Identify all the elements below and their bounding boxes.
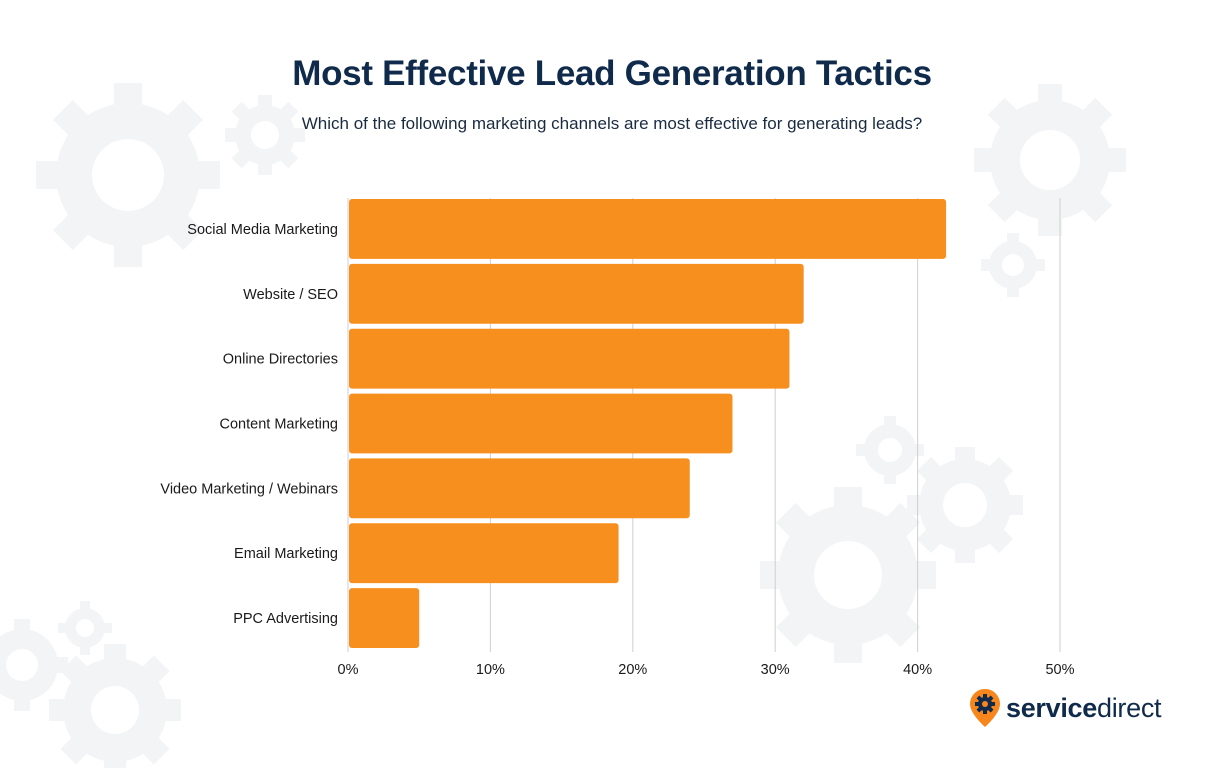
gear-decoration xyxy=(981,233,1045,297)
gear-decoration xyxy=(225,95,305,175)
x-tick-label: 40% xyxy=(903,662,932,678)
category-label: Social Media Marketing xyxy=(187,222,338,238)
gear-decoration xyxy=(58,601,112,655)
logo-wordmark: servicedirect xyxy=(1006,692,1162,724)
gear-decoration xyxy=(36,83,220,267)
tick-labels: 0% 10% 20% 30% 40% 50% xyxy=(338,662,1075,678)
chart-title: Most Effective Lead Generation Tactics xyxy=(292,54,932,93)
category-label: Website / SEO xyxy=(243,287,338,303)
bar xyxy=(349,588,420,648)
logo-text-bold: service xyxy=(1006,692,1097,723)
category-labels: Social Media Marketing Website / SEO Onlin… xyxy=(160,222,338,627)
bar xyxy=(349,458,690,519)
category-label: Video Marketing / Webinars xyxy=(160,481,338,497)
gear-decoration xyxy=(49,644,181,768)
bar xyxy=(349,199,947,259)
category-label: PPC Advertising xyxy=(233,611,338,627)
x-tick-label: 30% xyxy=(761,662,790,678)
x-tick-label: 10% xyxy=(476,662,505,678)
gear-decoration xyxy=(974,84,1126,236)
bar xyxy=(349,393,733,454)
bar xyxy=(349,328,790,389)
gear-decoration xyxy=(760,487,936,663)
category-label: Email Marketing xyxy=(234,546,338,562)
chart-subtitle: Which of the following marketing channel… xyxy=(301,114,923,133)
x-tick-label: 50% xyxy=(1045,662,1074,678)
category-label: Content Marketing xyxy=(220,417,338,433)
bar xyxy=(349,263,804,324)
x-tick-label: 20% xyxy=(618,662,647,678)
x-tick-label: 0% xyxy=(338,662,359,678)
logo-text-light: direct xyxy=(1097,692,1162,723)
bars xyxy=(349,199,947,648)
gear-decoration xyxy=(856,416,924,484)
bar xyxy=(349,523,619,584)
gear-decoration xyxy=(0,619,68,711)
gear-pin-icon xyxy=(970,689,1000,727)
servicedirect-logo: servicedirect xyxy=(970,688,1162,728)
gear-decoration xyxy=(907,447,1023,563)
category-label: Online Directories xyxy=(223,352,338,368)
